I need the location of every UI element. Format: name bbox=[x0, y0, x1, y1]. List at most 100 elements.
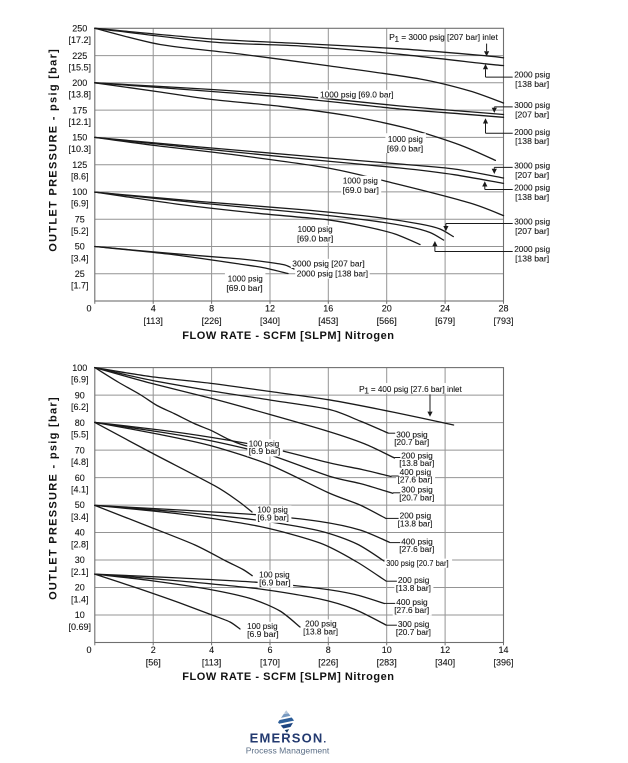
svg-text:2000 psig: 2000 psig bbox=[514, 127, 550, 137]
svg-text:[0.69]: [0.69] bbox=[69, 622, 92, 632]
svg-text:[27.6 bar]: [27.6 bar] bbox=[394, 605, 429, 615]
svg-text:50: 50 bbox=[75, 242, 85, 252]
svg-text:100: 100 bbox=[72, 187, 87, 197]
svg-text:[340]: [340] bbox=[435, 658, 455, 668]
svg-text:[69.0 bar]: [69.0 bar] bbox=[387, 143, 423, 153]
svg-text:[15.5]: [15.5] bbox=[69, 62, 92, 72]
svg-text:4: 4 bbox=[151, 304, 156, 314]
svg-text:80: 80 bbox=[75, 418, 85, 428]
svg-text:[6.9 bar]: [6.9 bar] bbox=[247, 629, 279, 639]
svg-text:[69.0 bar]: [69.0 bar] bbox=[297, 234, 333, 244]
svg-text:150: 150 bbox=[72, 133, 87, 143]
svg-text:[6.9 bar]: [6.9 bar] bbox=[259, 577, 291, 587]
svg-text:60: 60 bbox=[75, 473, 85, 483]
svg-text:0: 0 bbox=[86, 645, 91, 655]
svg-text:[679]: [679] bbox=[435, 316, 455, 326]
svg-text:2: 2 bbox=[151, 645, 156, 655]
svg-text:[138 bar]: [138 bar] bbox=[515, 192, 549, 202]
svg-text:3000 psig: 3000 psig bbox=[514, 161, 550, 171]
svg-text:EMERSON.: EMERSON. bbox=[250, 730, 328, 745]
svg-text:[793]: [793] bbox=[493, 316, 513, 326]
svg-text:[6.2]: [6.2] bbox=[71, 402, 89, 412]
svg-text:[2.8]: [2.8] bbox=[71, 539, 89, 549]
svg-text:[207 bar]: [207 bar] bbox=[515, 226, 549, 236]
svg-text:1000 psig: 1000 psig bbox=[343, 175, 378, 185]
svg-text:[2.1]: [2.1] bbox=[71, 567, 89, 577]
svg-text:1: 1 bbox=[394, 34, 399, 44]
svg-text:[566]: [566] bbox=[377, 316, 397, 326]
svg-text:400 psig: 400 psig bbox=[400, 467, 432, 477]
svg-text:8: 8 bbox=[209, 304, 214, 314]
svg-text:1: 1 bbox=[364, 386, 369, 396]
svg-text:[226]: [226] bbox=[202, 316, 222, 326]
svg-text:[4.1]: [4.1] bbox=[71, 484, 89, 494]
svg-text:[6.9]: [6.9] bbox=[71, 199, 89, 209]
svg-text:10: 10 bbox=[382, 645, 392, 655]
svg-text:[20.7 bar]: [20.7 bar] bbox=[399, 492, 434, 502]
svg-text:[17.2]: [17.2] bbox=[69, 35, 92, 45]
svg-text:12: 12 bbox=[440, 645, 450, 655]
svg-text:[20.7 bar]: [20.7 bar] bbox=[394, 437, 429, 447]
svg-text:Process Management: Process Management bbox=[246, 746, 330, 756]
svg-text:[453]: [453] bbox=[318, 316, 338, 326]
svg-text:2000 psig [138 bar]: 2000 psig [138 bar] bbox=[297, 269, 368, 279]
svg-text:200: 200 bbox=[72, 78, 87, 88]
svg-text:[1.4]: [1.4] bbox=[71, 594, 89, 604]
svg-text:[6.9 bar]: [6.9 bar] bbox=[249, 446, 280, 456]
svg-text:[396]: [396] bbox=[493, 658, 513, 668]
svg-text:[6.9 bar]: [6.9 bar] bbox=[257, 512, 289, 522]
svg-text:[138 bar]: [138 bar] bbox=[515, 253, 549, 263]
svg-text:[170]: [170] bbox=[260, 658, 280, 668]
svg-text:1000 psig: 1000 psig bbox=[298, 224, 333, 234]
svg-text:10: 10 bbox=[75, 610, 85, 620]
svg-text:[56]: [56] bbox=[146, 658, 161, 668]
svg-text:3000 psig: 3000 psig bbox=[514, 100, 550, 110]
svg-text:400 psig: 400 psig bbox=[396, 597, 428, 607]
svg-text:8: 8 bbox=[326, 645, 331, 655]
svg-text:= 3000 psig [207 bar] inlet: = 3000 psig [207 bar] inlet bbox=[401, 32, 498, 42]
svg-text:OUTLET PRESSURE - psig [bar]: OUTLET PRESSURE - psig [bar] bbox=[48, 396, 60, 600]
svg-text:OUTLET PRESSURE - psig [bar]: OUTLET PRESSURE - psig [bar] bbox=[48, 48, 60, 252]
svg-text:90: 90 bbox=[75, 390, 85, 400]
svg-text:[4.8]: [4.8] bbox=[71, 457, 89, 467]
svg-text:[10.3]: [10.3] bbox=[69, 144, 92, 154]
svg-text:4: 4 bbox=[209, 645, 214, 655]
svg-text:100 psig: 100 psig bbox=[247, 621, 278, 631]
svg-text:[3.4]: [3.4] bbox=[71, 253, 89, 263]
svg-text:24: 24 bbox=[440, 304, 450, 314]
svg-text:[12.1]: [12.1] bbox=[69, 117, 92, 127]
svg-text:125: 125 bbox=[72, 160, 87, 170]
svg-text:3000 psig [207 bar]: 3000 psig [207 bar] bbox=[292, 258, 364, 268]
svg-text:P: P bbox=[359, 384, 365, 394]
svg-text:2000 psig: 2000 psig bbox=[514, 183, 550, 193]
svg-text:100 psig: 100 psig bbox=[249, 438, 280, 448]
svg-text:[8.6]: [8.6] bbox=[71, 172, 89, 182]
svg-text:[3.4]: [3.4] bbox=[71, 512, 89, 522]
svg-text:1000 psig: 1000 psig bbox=[228, 274, 263, 284]
svg-text:200 psig: 200 psig bbox=[400, 511, 432, 521]
svg-text:12: 12 bbox=[265, 304, 275, 314]
svg-text:[69.0 bar]: [69.0 bar] bbox=[226, 283, 262, 293]
svg-text:225: 225 bbox=[72, 51, 87, 61]
svg-text:2000 psig: 2000 psig bbox=[514, 244, 550, 254]
svg-text:300 psig: 300 psig bbox=[401, 485, 433, 495]
svg-text:100 psig: 100 psig bbox=[259, 570, 290, 580]
svg-text:28: 28 bbox=[498, 304, 508, 314]
svg-text:[13.8]: [13.8] bbox=[69, 90, 92, 100]
svg-text:0: 0 bbox=[86, 304, 91, 314]
svg-text:70: 70 bbox=[75, 445, 85, 455]
svg-text:[13.8 bar]: [13.8 bar] bbox=[398, 518, 433, 528]
svg-text:[27.6 bar]: [27.6 bar] bbox=[399, 544, 434, 554]
svg-text:250: 250 bbox=[72, 24, 87, 34]
svg-text:16: 16 bbox=[323, 304, 333, 314]
svg-text:20: 20 bbox=[75, 583, 85, 593]
svg-text:175: 175 bbox=[72, 105, 87, 115]
svg-text:[20.7 bar]: [20.7 bar] bbox=[396, 627, 431, 637]
svg-text:75: 75 bbox=[75, 214, 85, 224]
svg-text:[69.0 bar]: [69.0 bar] bbox=[343, 185, 379, 195]
svg-text:300 psig: 300 psig bbox=[398, 619, 430, 629]
svg-text:= 400 psig [27.6 bar] inlet: = 400 psig [27.6 bar] inlet bbox=[371, 384, 462, 394]
svg-text:[138 bar]: [138 bar] bbox=[515, 136, 549, 146]
svg-text:25: 25 bbox=[75, 269, 85, 279]
svg-text:3000 psig: 3000 psig bbox=[514, 216, 550, 226]
